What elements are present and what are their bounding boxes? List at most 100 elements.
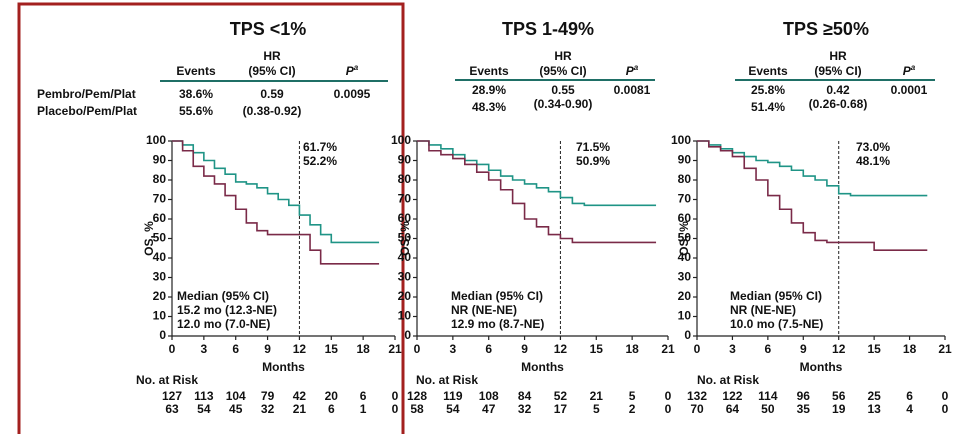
events-header: Events — [469, 64, 509, 78]
events-value: 51.4% — [751, 100, 785, 114]
x-tick-label: 0 — [169, 342, 176, 356]
panel-title: TPS ≥50% — [783, 19, 869, 39]
p-superscript: a — [354, 63, 359, 72]
at-risk-value: 54 — [446, 402, 460, 416]
y-tick-label: 100 — [146, 133, 166, 147]
legend-entry: Pembro/Pem/Plat — [37, 87, 136, 101]
x-tick-label: 18 — [625, 342, 639, 356]
landmark-label: 71.5% — [576, 140, 610, 154]
at-risk-value: 25 — [867, 389, 881, 403]
y-tick-label: 20 — [678, 289, 692, 303]
at-risk-value: 128 — [407, 389, 427, 403]
y-tick-label: 30 — [678, 270, 692, 284]
events-value: 25.8% — [751, 83, 785, 97]
y-tick-label: 40 — [153, 250, 167, 264]
landmark-label: 73.0% — [856, 140, 890, 154]
y-tick-label: 90 — [153, 153, 167, 167]
hr-header: HR — [263, 49, 281, 63]
landmark-label: 50.9% — [576, 154, 610, 168]
median-value: NR (NE-NE) — [730, 303, 796, 317]
y-tick-label: 10 — [398, 309, 412, 323]
survival-curve — [697, 140, 928, 251]
landmark-label: 52.2% — [303, 154, 337, 168]
hr-header: HR — [554, 49, 572, 63]
at-risk-value: 32 — [518, 402, 532, 416]
at-risk-value: 5 — [629, 389, 636, 403]
x-tick-label: 3 — [729, 342, 736, 356]
at-risk-value: 35 — [797, 402, 811, 416]
x-tick-label: 6 — [765, 342, 772, 356]
p-label: P — [626, 64, 635, 78]
survival-curve — [417, 140, 657, 207]
x-tick-label: 21 — [661, 342, 675, 356]
at-risk-value: 19 — [832, 402, 846, 416]
at-risk-value: 113 — [194, 389, 214, 403]
y-axis-title: OS, % — [677, 221, 691, 256]
y-tick-label: 60 — [678, 211, 692, 225]
y-tick-label: 70 — [678, 192, 692, 206]
at-risk-value: 56 — [832, 389, 846, 403]
at-risk-value: 6 — [906, 389, 913, 403]
x-tick-label: 15 — [590, 342, 604, 356]
y-tick-label: 50 — [153, 231, 167, 245]
at-risk-value: 42 — [293, 389, 307, 403]
x-tick-label: 3 — [201, 342, 208, 356]
y-tick-label: 0 — [159, 328, 166, 342]
x-axis-title: Months — [262, 360, 305, 374]
events-value: 28.9% — [472, 83, 506, 97]
y-tick-label: 70 — [398, 192, 412, 206]
x-tick-label: 3 — [450, 342, 457, 356]
y-axis-title: OS, % — [398, 221, 412, 256]
at-risk-value: 21 — [293, 402, 307, 416]
panel-title: TPS 1-49% — [502, 19, 594, 39]
median-value: 15.2 mo (12.3-NE) — [177, 303, 277, 317]
x-tick-label: 12 — [293, 342, 307, 356]
p-header: Pa — [903, 63, 916, 78]
x-tick-label: 15 — [325, 342, 339, 356]
at-risk-value: 20 — [325, 389, 339, 403]
y-tick-label: 0 — [684, 328, 691, 342]
y-tick-label: 10 — [678, 309, 692, 323]
risk-title: No. at Risk — [136, 373, 198, 387]
y-tick-label: 40 — [398, 250, 412, 264]
y-tick-label: 20 — [398, 289, 412, 303]
p-value: 0.0095 — [334, 87, 371, 101]
at-risk-value: 0 — [665, 402, 672, 416]
x-tick-label: 9 — [264, 342, 271, 356]
survival-curve — [697, 140, 928, 197]
hr-value: 0.42 — [826, 83, 850, 97]
at-risk-value: 4 — [906, 402, 913, 416]
p-value: 0.0001 — [891, 83, 928, 97]
x-tick-label: 18 — [903, 342, 917, 356]
x-axis-title: Months — [521, 360, 564, 374]
median-value: 10.0 mo (7.5-NE) — [730, 317, 823, 331]
survival-curve — [417, 140, 657, 244]
y-tick-label: 100 — [671, 133, 691, 147]
at-risk-value: 54 — [197, 402, 211, 416]
at-risk-value: 119 — [443, 389, 463, 403]
x-tick-label: 0 — [694, 342, 701, 356]
x-tick-label: 21 — [388, 342, 402, 356]
at-risk-value: 32 — [261, 402, 275, 416]
at-risk-value: 63 — [165, 402, 179, 416]
y-tick-label: 50 — [398, 231, 412, 245]
y-axis-title: OS, % — [142, 221, 156, 256]
at-risk-value: 2 — [629, 402, 636, 416]
y-tick-label: 60 — [153, 211, 167, 225]
events-header: Events — [748, 64, 788, 78]
events-header: Events — [176, 64, 216, 78]
at-risk-value: 70 — [690, 402, 704, 416]
hr-value: 0.55 — [551, 83, 575, 97]
at-risk-value: 104 — [226, 389, 246, 403]
risk-title: No. at Risk — [416, 373, 478, 387]
median-value: 12.9 mo (8.7-NE) — [451, 317, 544, 331]
y-tick-label: 30 — [398, 270, 412, 284]
p-label: P — [903, 64, 912, 78]
x-tick-label: 6 — [485, 342, 492, 356]
at-risk-value: 0 — [665, 389, 672, 403]
p-label: P — [346, 64, 355, 78]
y-tick-label: 40 — [678, 250, 692, 264]
y-tick-label: 80 — [398, 172, 412, 186]
at-risk-value: 17 — [554, 402, 568, 416]
